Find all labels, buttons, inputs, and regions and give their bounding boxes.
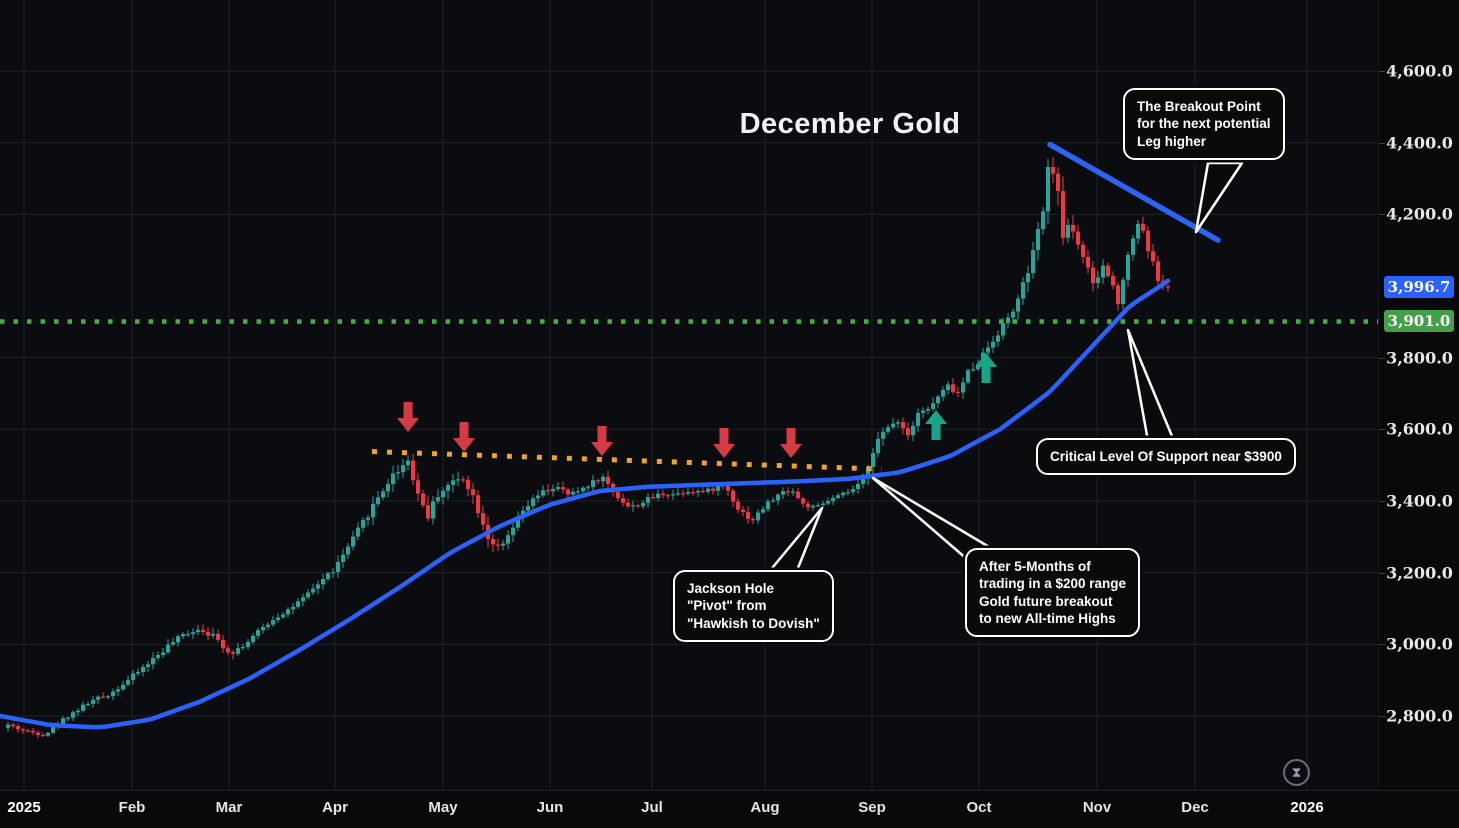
red-down-arrow-icon [453, 422, 475, 452]
critical-support-callout-tail [1126, 328, 1176, 443]
time-axis[interactable]: SINO SOUND 漢聲集團 2025FebMarAprMayJunJulAu… [0, 790, 1459, 828]
callout-text-line: "Pivot" from [687, 598, 767, 614]
red-down-arrow-icon [397, 402, 419, 432]
critical-support-callout: Critical Level Of Support near $3900 [1036, 438, 1296, 476]
callout-text-line: "Hawkish to Dovish" [687, 615, 820, 631]
axis-tick [1379, 572, 1385, 574]
time-axis-label-dec: Dec [1181, 799, 1209, 816]
axis-tick [1379, 71, 1385, 72]
green-up-arrow-icon [925, 410, 947, 440]
callout-text-line: Leg higher [1137, 133, 1207, 149]
red-down-arrow-icon [591, 426, 613, 456]
time-axis-label-apr: Apr [322, 799, 348, 816]
green-up-arrow-icon [975, 353, 997, 383]
red-down-arrow-icon [713, 428, 735, 458]
last-price-badge: 3,996.7 [1384, 276, 1454, 299]
axis-tick [1379, 357, 1385, 359]
red-down-arrow-icon [780, 428, 802, 458]
price-axis[interactable]: USD ⌄ apoz ⌄ 4,600.04,400.04,200.03,800.… [1378, 0, 1459, 790]
breakout-callout: The Breakout Point for the next potential… [1123, 88, 1285, 160]
price-axis-label: 3,200.0 [1386, 563, 1453, 583]
chart-title: December Gold [739, 108, 961, 140]
time-axis-label-2025: 2025 [7, 799, 41, 816]
callout-text-line: Gold future breakout [979, 593, 1113, 609]
time-axis-label-2026: 2026 [1290, 799, 1324, 816]
time-axis-label-jun: Jun [536, 799, 564, 816]
price-axis-label: 3,600.0 [1386, 419, 1453, 439]
hourglass-icon: ⧗ [1291, 764, 1302, 780]
price-axis-label: 3,000.0 [1386, 634, 1453, 654]
axis-tick [1379, 716, 1385, 717]
support-level-badge: 3,901.0 [1384, 310, 1454, 333]
axis-tick [1379, 142, 1385, 144]
callout-text-line: The Breakout Point [1137, 99, 1261, 114]
callout-text-line: Critical Level Of Support near $3900 [1050, 449, 1282, 464]
price-axis-label: 4,200.0 [1386, 204, 1453, 224]
axis-tick [1379, 214, 1385, 216]
price-axis-label: 2,800.0 [1386, 706, 1453, 726]
countdown-timer-button[interactable]: ⧗ [1283, 759, 1310, 786]
after-5-months-callout: After 5-Months of trading in a $200 range… [965, 548, 1141, 638]
price-axis-label: 3,400.0 [1386, 491, 1453, 511]
callout-text-line: After 5-Months of [979, 559, 1091, 574]
callout-text-line: trading in a $200 range [979, 576, 1127, 592]
time-axis-label-sep: Sep [858, 799, 886, 816]
time-axis-label-jul: Jul [641, 799, 663, 816]
price-axis-label: 4,600.0 [1386, 61, 1453, 81]
chart-plot-area[interactable]: December Gold The Breakout Point for the … [0, 0, 1378, 790]
candlesticks [6, 156, 1170, 739]
axis-tick [1379, 501, 1385, 502]
callout-text-line: to new All-time Highs [979, 610, 1116, 626]
breakout-trendline[interactable] [1047, 141, 1221, 243]
time-axis-label-mar: Mar [215, 799, 243, 816]
price-axis-label: 4,400.0 [1386, 133, 1453, 153]
jackson-hole-callout-tail [766, 506, 824, 575]
price-axis-label: 3,800.0 [1386, 348, 1453, 368]
callout-text-line: Jackson Hole [687, 581, 775, 596]
callout-text-line: for the next potential [1137, 116, 1271, 132]
resistance-dotted-line[interactable] [371, 449, 883, 472]
time-axis-label-nov: Nov [1082, 799, 1112, 816]
breakout-callout-tail [1194, 161, 1244, 234]
grid-lines [0, 0, 1378, 790]
time-axis-label-oct: Oct [966, 799, 992, 816]
jackson-hole-callout: Jackson Hole "Pivot" from "Hawkish to Dovi… [673, 570, 834, 642]
time-axis-label-aug: Aug [750, 799, 780, 816]
candlestick-chart-canvas[interactable] [0, 0, 1378, 790]
time-axis-label-may: May [428, 799, 458, 816]
moving-average-line [0, 278, 1171, 730]
axis-tick [1379, 644, 1385, 646]
time-axis-label-feb: Feb [118, 799, 146, 816]
axis-tick [1379, 429, 1385, 431]
